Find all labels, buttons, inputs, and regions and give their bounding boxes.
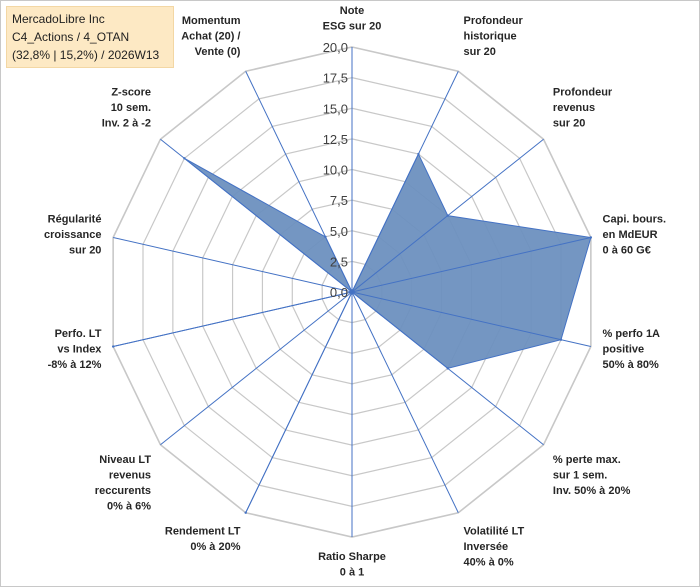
axis-label: Ratio Sharpe xyxy=(318,551,386,563)
axis-label: Niveau LT xyxy=(99,454,151,466)
axis-spoke xyxy=(351,291,544,446)
axis-label: Z-score xyxy=(111,86,151,98)
axis-label: revenus xyxy=(109,470,151,482)
axis-label: % perte max. xyxy=(553,454,621,466)
axis-label: 0 à 1 xyxy=(340,567,364,579)
axis-label-layer: Note ESG sur 20 Profondeur historique sur 20… xyxy=(44,5,666,579)
axis-spoke xyxy=(245,291,353,513)
axis-label: reccurents xyxy=(95,485,151,497)
axis-spoke xyxy=(351,138,544,293)
axis-spoke xyxy=(351,71,459,293)
axis-label: Inversée xyxy=(464,541,509,553)
axis-label: vs Index xyxy=(57,343,102,355)
axis-label: sur 1 sem. xyxy=(553,470,607,482)
axis-label: -8% à 12% xyxy=(48,359,102,371)
axis-label: en MdEUR xyxy=(603,229,658,241)
axis-label: croissance xyxy=(44,229,101,241)
axis-label: 10 sem. xyxy=(111,102,151,114)
tick-label: 7,5 xyxy=(330,193,348,208)
axis-label: sur 20 xyxy=(553,117,585,129)
tick-label: 15,0 xyxy=(323,101,348,116)
axis-label: Inv. 50% à 20% xyxy=(553,485,631,497)
tick-label: 5,0 xyxy=(330,224,348,239)
axis-label: 0% à 6% xyxy=(107,501,151,513)
axis-label: Inv. 2 à -2 xyxy=(102,117,151,129)
company-name: MercadoLibre Inc xyxy=(12,12,105,26)
axis-spoke xyxy=(113,291,353,348)
axis-label: sur 20 xyxy=(69,245,101,257)
category-path: C4_Actions / 4_OTAN xyxy=(12,30,130,44)
axis-label: Capi. bours. xyxy=(603,214,667,226)
axis-spoke xyxy=(351,236,591,293)
axis-label: Perfo. LT xyxy=(55,328,102,340)
axis-label: Rendement LT xyxy=(165,526,241,538)
axis-spoke xyxy=(113,236,353,293)
axis-spoke xyxy=(245,71,353,293)
spoke-layer xyxy=(113,47,591,537)
axis-label: Régularité xyxy=(48,214,102,226)
axis-spoke xyxy=(351,291,591,348)
axis-label: Profondeur xyxy=(553,86,613,98)
performance-summary: (32,8% | 15,2%) / 2026W13 xyxy=(12,48,160,62)
axis-label: Note xyxy=(340,5,364,17)
axis-spoke xyxy=(351,291,459,513)
axis-label: % perfo 1A xyxy=(603,328,661,340)
axis-label: positive xyxy=(603,343,645,355)
axis-label: historique xyxy=(464,30,517,42)
tick-label: 17,5 xyxy=(323,71,348,86)
axis-label: Vente (0) xyxy=(195,46,241,58)
axis-label: ESG sur 20 xyxy=(323,21,382,33)
axis-spoke xyxy=(160,291,353,446)
tick-label: 12,5 xyxy=(323,132,348,147)
axis-label: Momentum xyxy=(182,15,241,27)
axis-label: sur 20 xyxy=(464,46,496,58)
axis-label: 40% à 0% xyxy=(464,557,514,569)
tick-label: 2,5 xyxy=(330,254,348,269)
axis-label: 0 à 60 G€ xyxy=(603,245,651,257)
tick-label-layer: 0,0 2,5 5,0 7,5 10,0 12,5 15,0 17,5 20,0 xyxy=(323,40,348,300)
axis-label: Profondeur xyxy=(464,15,524,27)
axis-label: Achat (20) / xyxy=(181,30,240,42)
axis-label: 0% à 20% xyxy=(190,541,240,553)
tick-label: 0,0 xyxy=(330,285,348,300)
axis-label: 50% à 80% xyxy=(603,359,659,371)
tick-label: 10,0 xyxy=(323,163,348,178)
info-box: MercadoLibre Inc C4_Actions / 4_OTAN (32… xyxy=(6,6,174,68)
axis-label: revenus xyxy=(553,102,595,114)
axis-spoke xyxy=(160,138,353,293)
tick-label: 20,0 xyxy=(323,40,348,55)
axis-label: Volatilité LT xyxy=(464,526,525,538)
